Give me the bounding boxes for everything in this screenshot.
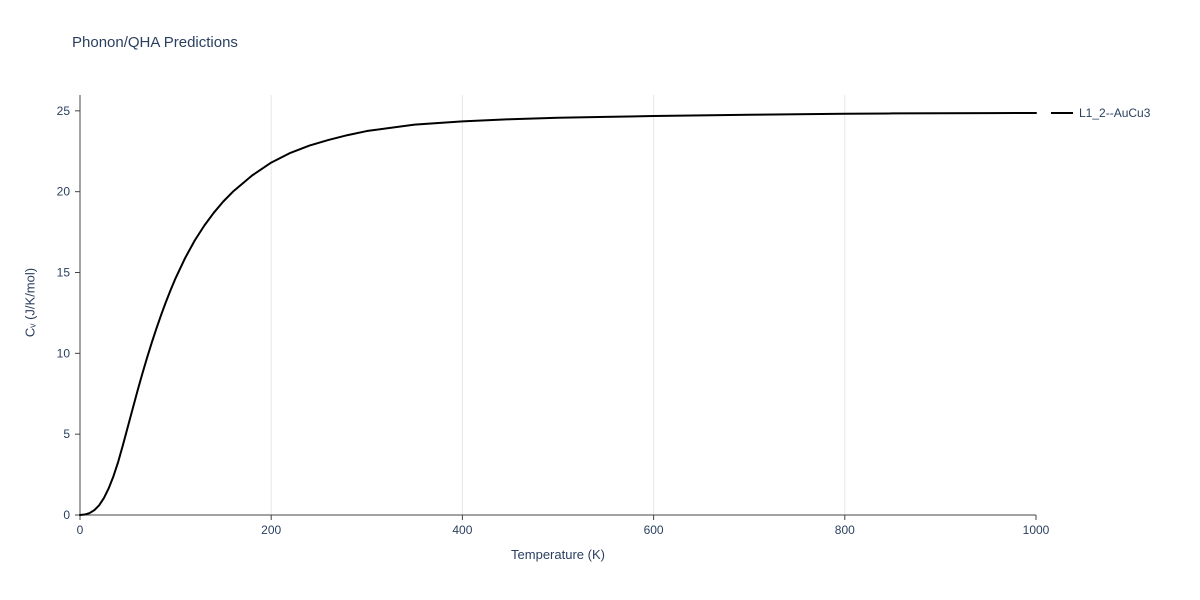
x-axis-label: Temperature (K) — [80, 547, 1036, 562]
y-tick-label: 0 — [63, 508, 70, 522]
y-axis-label: Cᵥ (J/K/mol) — [23, 243, 38, 363]
x-tick-label: 800 — [835, 523, 855, 537]
x-tick-label: 600 — [644, 523, 664, 537]
x-tick-label: 400 — [452, 523, 472, 537]
series-line[interactable] — [80, 113, 1036, 515]
y-tick-label: 25 — [57, 104, 71, 118]
legend-swatch — [1051, 112, 1073, 114]
chart-container: Phonon/QHA Predictions 02004006008001000… — [0, 0, 1200, 600]
chart-title: Phonon/QHA Predictions — [72, 34, 238, 51]
x-tick-label: 1000 — [1023, 523, 1050, 537]
legend[interactable]: L1_2--AuCu3 — [1051, 106, 1150, 120]
x-tick-label: 200 — [261, 523, 281, 537]
y-tick-label: 10 — [57, 346, 71, 360]
y-tick-label: 5 — [63, 427, 70, 441]
x-tick-label: 0 — [77, 523, 84, 537]
legend-series-label: L1_2--AuCu3 — [1079, 106, 1150, 120]
y-tick-label: 15 — [57, 266, 71, 280]
y-tick-label: 20 — [57, 185, 71, 199]
plot-area[interactable]: 0 200 400 600 800 1000 0 5 10 15 20 25 — [40, 55, 1076, 555]
